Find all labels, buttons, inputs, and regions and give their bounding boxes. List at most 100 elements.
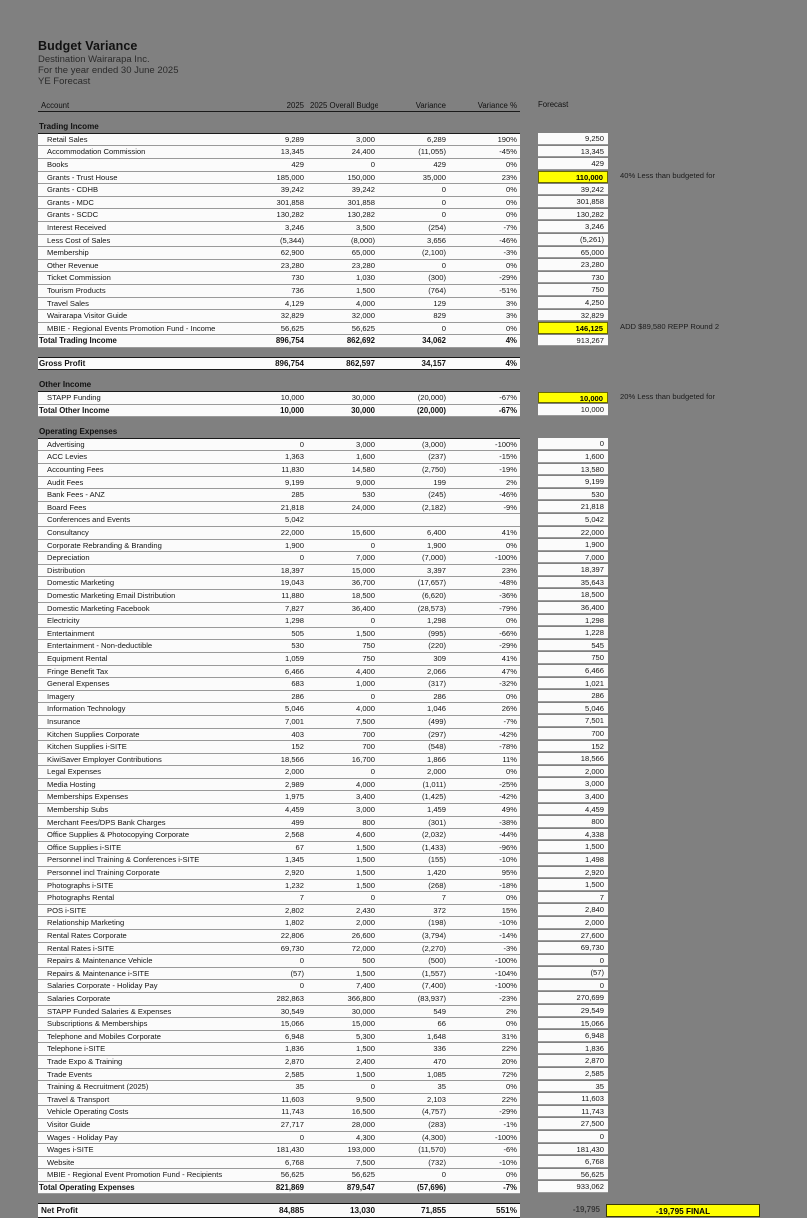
table-row[interactable]: Memberships Expenses 1,975 3,400 (1,425) -42… <box>38 790 520 805</box>
forecast-cell[interactable]: 9,199 <box>538 476 608 488</box>
table-row[interactable]: Conferences and Events 5,042 <box>38 513 520 527</box>
forecast-cell-highlighted[interactable]: 10,000 <box>538 391 608 404</box>
forecast-cell[interactable]: 933,062 <box>538 1181 608 1193</box>
forecast-cell[interactable]: 181,430 <box>538 1143 608 1156</box>
table-row[interactable]: Rental Rates Corporate 22,806 26,600 (3,794… <box>38 929 520 943</box>
table-row[interactable]: Telephone and Mobiles Corporate 6,948 5,30… <box>38 1030 520 1044</box>
forecast-cell[interactable]: 700 <box>538 728 608 740</box>
table-row[interactable]: Insurance 7,001 7,500 (499) -7% <box>38 715 520 729</box>
forecast-cell[interactable]: 545 <box>538 639 608 652</box>
forecast-cell[interactable]: 13,345 <box>538 145 608 158</box>
forecast-cell[interactable]: 4,338 <box>538 828 608 841</box>
table-row[interactable]: Trade Expo & Training 2,870 2,400 470 20% <box>38 1055 520 1069</box>
table-row[interactable]: Retail Sales 9,289 3,000 6,289 190% <box>38 133 520 147</box>
forecast-cell[interactable]: 750 <box>538 284 608 297</box>
forecast-cell[interactable]: 18,500 <box>538 589 608 602</box>
total-row-net-profit[interactable]: Net Profit 84,885 13,030 71,855 551% <box>38 1203 520 1218</box>
forecast-cell[interactable]: 1,500 <box>538 841 608 853</box>
table-row[interactable]: Photographs Rental 7 0 7 0% <box>38 891 520 905</box>
subtotal-row-other-income[interactable]: Total Other Income 10,000 30,000 (20,000) -6… <box>38 404 520 418</box>
table-row[interactable]: Domestic Marketing Facebook 7,827 36,400 (2… <box>38 602 520 616</box>
table-row[interactable]: Telephone i-SITE 1,836 1,500 336 22% <box>38 1042 520 1056</box>
forecast-cell[interactable]: 69,730 <box>538 942 608 954</box>
forecast-cell[interactable]: 429 <box>538 158 608 171</box>
total-row-gross-profit[interactable]: Gross Profit 896,754 862,597 34,157 4% <box>38 356 520 371</box>
table-row[interactable]: Training & Recruitment (2025) 35 0 35 0% <box>38 1080 520 1094</box>
forecast-cell[interactable]: 130,282 <box>538 208 608 221</box>
forecast-cell-highlighted[interactable]: 146,125 <box>538 322 608 334</box>
forecast-cell[interactable]: 56,625 <box>538 1168 608 1181</box>
table-row[interactable]: Vehicle Operating Costs 11,743 16,500 (4,75… <box>38 1105 520 1119</box>
table-row[interactable]: Domestic Marketing 19,043 36,700 (17,657) -4… <box>38 576 520 590</box>
forecast-cell[interactable]: 0 <box>538 954 608 967</box>
table-row[interactable]: Grants - Trust House 185,000 150,000 35,000… <box>38 171 520 185</box>
forecast-cell[interactable]: 2,585 <box>538 1068 608 1080</box>
forecast-cell[interactable]: 750 <box>538 652 608 665</box>
table-row[interactable]: Depreciation 0 7,000 (7,000) -100% <box>38 551 520 565</box>
forecast-cell[interactable]: 2,920 <box>538 866 608 879</box>
forecast-cell[interactable]: 18,566 <box>538 753 608 765</box>
table-row[interactable]: Bank Fees - ANZ 285 530 (245) -46% <box>38 488 520 502</box>
forecast-cell[interactable]: 1,228 <box>538 627 608 639</box>
forecast-cell[interactable]: 301,858 <box>538 196 608 208</box>
forecast-cell[interactable]: 22,000 <box>538 526 608 539</box>
table-row[interactable]: STAPP Funding 10,000 30,000 (20,000) -67% <box>38 391 520 405</box>
table-row[interactable]: Books 429 0 429 0% <box>38 158 520 172</box>
forecast-cell[interactable]: 6,466 <box>538 665 608 677</box>
table-row[interactable]: Travel Sales 4,129 4,000 129 3% <box>38 297 520 311</box>
table-row[interactable]: KiwiSaver Employer Contributions 18,566 16… <box>38 753 520 767</box>
forecast-cell[interactable]: 29,549 <box>538 1005 608 1017</box>
table-row[interactable]: Merchant Fees/DPS Bank Charges 499 800 (301… <box>38 816 520 830</box>
forecast-cell[interactable]: 27,600 <box>538 929 608 942</box>
forecast-cell[interactable]: 21,818 <box>538 501 608 513</box>
table-row[interactable]: Domestic Marketing Email Distribution 11,… <box>38 589 520 603</box>
table-row[interactable]: Consultancy 22,000 15,600 6,400 41% <box>38 526 520 540</box>
table-row[interactable]: Fringe Benefit Tax 6,466 4,400 2,066 47% <box>38 665 520 679</box>
forecast-cell[interactable]: 4,250 <box>538 297 608 309</box>
table-row[interactable]: Grants - MDC 301,858 301,858 0 0% <box>38 196 520 210</box>
table-row[interactable]: Travel & Transport 11,603 9,500 2,103 22% <box>38 1093 520 1107</box>
table-row[interactable]: Membership Subs 4,459 3,000 1,459 49% <box>38 803 520 817</box>
table-row[interactable]: Relationship Marketing 1,802 2,000 (198) -10… <box>38 916 520 930</box>
forecast-cell[interactable]: 913,267 <box>538 334 608 347</box>
table-row[interactable]: Equipment Rental 1,059 750 309 41% <box>38 652 520 666</box>
table-row[interactable]: Legal Expenses 2,000 0 2,000 0% <box>38 765 520 779</box>
table-row[interactable]: Trade Events 2,585 1,500 1,085 72% <box>38 1068 520 1082</box>
forecast-cell[interactable]: 1,900 <box>538 539 608 551</box>
forecast-cell[interactable]: 1,600 <box>538 450 608 463</box>
forecast-cell[interactable]: 1,298 <box>538 614 608 627</box>
table-row[interactable]: STAPP Funded Salaries & Expenses 30,549 30… <box>38 1005 520 1019</box>
table-row[interactable]: Rental Rates i-SITE 69,730 72,000 (2,270) -3… <box>38 942 520 956</box>
forecast-cell[interactable]: 4,459 <box>538 803 608 816</box>
forecast-cell[interactable]: 3,400 <box>538 790 608 803</box>
table-row[interactable]: Personnel incl Training Corporate 2,920 1,… <box>38 866 520 880</box>
forecast-cell[interactable]: 6,948 <box>538 1030 608 1042</box>
table-row[interactable]: Grants - SCDC 130,282 130,282 0 0% <box>38 208 520 222</box>
table-row[interactable]: Board Fees 21,818 24,000 (2,182) -9% <box>38 501 520 515</box>
table-row[interactable]: Tourism Products 736 1,500 (764) -51% <box>38 284 520 298</box>
forecast-cell[interactable]: 11,603 <box>538 1093 608 1105</box>
table-row[interactable]: ACC Levies 1,363 1,600 (237) -15% <box>38 450 520 465</box>
table-row[interactable]: Audit Fees 9,199 9,000 199 2% <box>38 476 520 490</box>
forecast-cell[interactable]: 2,000 <box>538 916 608 929</box>
table-row[interactable]: Subscriptions & Memberships 15,066 15,000 6… <box>38 1017 520 1031</box>
forecast-cell[interactable]: 1,836 <box>538 1042 608 1055</box>
forecast-cell[interactable]: 9,250 <box>538 133 608 145</box>
table-row[interactable]: Membership 62,900 65,000 (2,100) -3% <box>38 246 520 260</box>
forecast-cell[interactable]: 39,242 <box>538 183 608 196</box>
forecast-cell[interactable]: 7 <box>538 891 608 904</box>
forecast-cell[interactable]: 3,000 <box>538 778 608 790</box>
forecast-cell[interactable]: 2,840 <box>538 904 608 916</box>
table-row[interactable]: Entertainment 505 1,500 (995) -66% <box>38 627 520 641</box>
forecast-cell[interactable]: 36,400 <box>538 602 608 614</box>
forecast-cell[interactable]: 15,066 <box>538 1017 608 1030</box>
forecast-cell[interactable]: 10,000 <box>538 404 608 416</box>
table-row[interactable]: Website 6,768 7,500 (732) -10% <box>38 1156 520 1170</box>
table-row[interactable]: Wages - Holiday Pay 0 4,300 (4,300) -100% <box>38 1131 520 1145</box>
table-row[interactable]: Less Cost of Sales (5,344) (8,000) 3,656 -46… <box>38 234 520 248</box>
table-row[interactable]: MBIE - Regional Event Promotion Fund - R… <box>38 1168 520 1182</box>
forecast-cell[interactable]: 800 <box>538 816 608 828</box>
forecast-cell[interactable]: 13,580 <box>538 463 608 476</box>
forecast-cell[interactable]: 3,246 <box>538 221 608 234</box>
table-row[interactable]: Information Technology 5,046 4,000 1,046 26% <box>38 702 520 716</box>
